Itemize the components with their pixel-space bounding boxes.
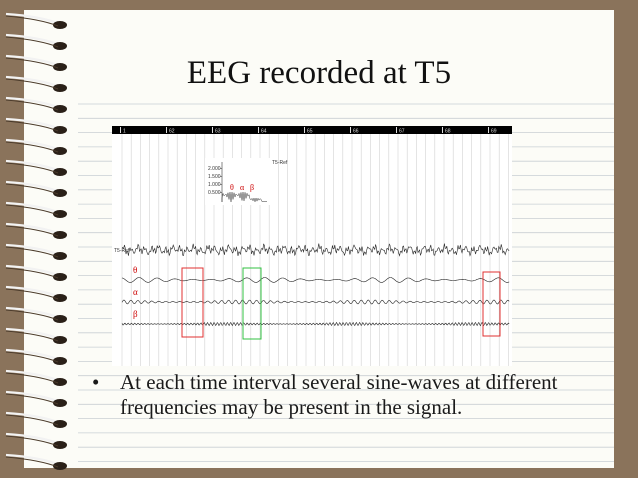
spectrum-band-label: β (250, 183, 254, 192)
time-label: 67 (399, 129, 405, 135)
spiral-wire-shadow (5, 414, 59, 426)
spiral-wire-shadow (5, 393, 59, 405)
eeg-trace (121, 277, 510, 283)
spiral-hole (53, 441, 67, 449)
trace-label: β (133, 309, 138, 319)
spiral-hole (53, 399, 67, 407)
time-label: 69 (491, 129, 497, 135)
trace-label: θ (133, 265, 137, 275)
spiral-wire-shadow (5, 183, 59, 195)
eeg-trace (121, 299, 510, 305)
time-cell (304, 127, 305, 133)
trace-label: T5-Ref (114, 248, 130, 254)
spiral-hole (53, 63, 67, 71)
bullet-text: At each time interval several sine-waves… (120, 370, 558, 419)
spectrum-band-label: θ (230, 183, 234, 192)
spiral-hole (53, 84, 67, 92)
spiral-hole (53, 42, 67, 50)
time-cell (442, 127, 443, 133)
figure-bg (112, 126, 512, 366)
spiral-hole (53, 378, 67, 386)
time-label: 68 (445, 129, 451, 135)
bullet-dot: • (92, 370, 100, 394)
spiral-wire-shadow (5, 435, 59, 447)
time-label: 65 (307, 129, 313, 135)
spiral-hole (53, 336, 67, 344)
spiral-hole (53, 210, 67, 218)
time-label: 64 (261, 129, 267, 135)
spiral-wire-shadow (5, 372, 59, 384)
spectrum-inset-bg (205, 158, 270, 205)
time-cell (258, 127, 259, 133)
spiral-hole (53, 126, 67, 134)
time-cell (212, 127, 213, 133)
spiral-wire-shadow (5, 99, 59, 111)
spiral-wire-shadow (5, 351, 59, 363)
slide-title: EEG recorded at T5 (186, 55, 452, 91)
spiral-hole (53, 294, 67, 302)
spiral-hole (53, 357, 67, 365)
spiral-hole (53, 273, 67, 281)
bullet-item: • At each time interval several sine-wave… (92, 370, 562, 420)
spiral-wire-shadow (5, 141, 59, 153)
spiral-wire-shadow (5, 57, 59, 69)
spiral-wire-shadow (5, 267, 59, 279)
spiral-hole (53, 231, 67, 239)
time-bar (112, 126, 512, 134)
spiral-wire-shadow (5, 309, 59, 321)
spiral-wire-shadow (5, 204, 59, 216)
spiral-hole (53, 168, 67, 176)
time-cell (396, 127, 397, 133)
spiral-hole (53, 315, 67, 323)
spectrum-y-label: 0.500 (208, 190, 221, 196)
spiral-wire-shadow (5, 162, 59, 174)
spiral-hole (53, 462, 67, 470)
time-cell (488, 127, 489, 133)
time-cell (350, 127, 351, 133)
highlight-box (181, 267, 204, 338)
spiral-hole (53, 147, 67, 155)
time-cell (120, 127, 121, 133)
time-label: 1 (123, 129, 126, 135)
spiral-wire-shadow (5, 78, 59, 90)
highlight-box (242, 267, 262, 340)
spiral-wire-shadow (5, 456, 59, 468)
spiral-wire-shadow (5, 36, 59, 48)
spectrum-line (221, 191, 267, 203)
time-cell (166, 127, 167, 133)
spectrum-band-label: α (240, 183, 245, 192)
spiral-hole (53, 252, 67, 260)
spectrum-y-label: 1.000 (208, 182, 221, 188)
trace-label: α (133, 287, 138, 297)
spiral-hole (53, 189, 67, 197)
spiral-hole (53, 105, 67, 113)
time-label: 62 (169, 129, 175, 135)
time-label: 63 (215, 129, 221, 135)
time-label: 66 (353, 129, 359, 135)
eeg-trace (121, 321, 510, 327)
spectrum-channel: T5-Ref (272, 160, 288, 166)
spiral-hole (53, 420, 67, 428)
spiral-wire-shadow (5, 288, 59, 300)
spiral-wire-shadow (5, 15, 59, 27)
spiral-wire-shadow (5, 225, 59, 237)
spiral-wire-shadow (5, 120, 59, 132)
spiral-wire-shadow (5, 246, 59, 258)
spectrum-y-label: 1.500 (208, 174, 221, 180)
spectrum-y-label: 2.000 (208, 166, 221, 172)
eeg-trace (121, 243, 510, 257)
spiral-wire-shadow (5, 330, 59, 342)
highlight-box (482, 271, 501, 337)
spiral-hole (53, 21, 67, 29)
